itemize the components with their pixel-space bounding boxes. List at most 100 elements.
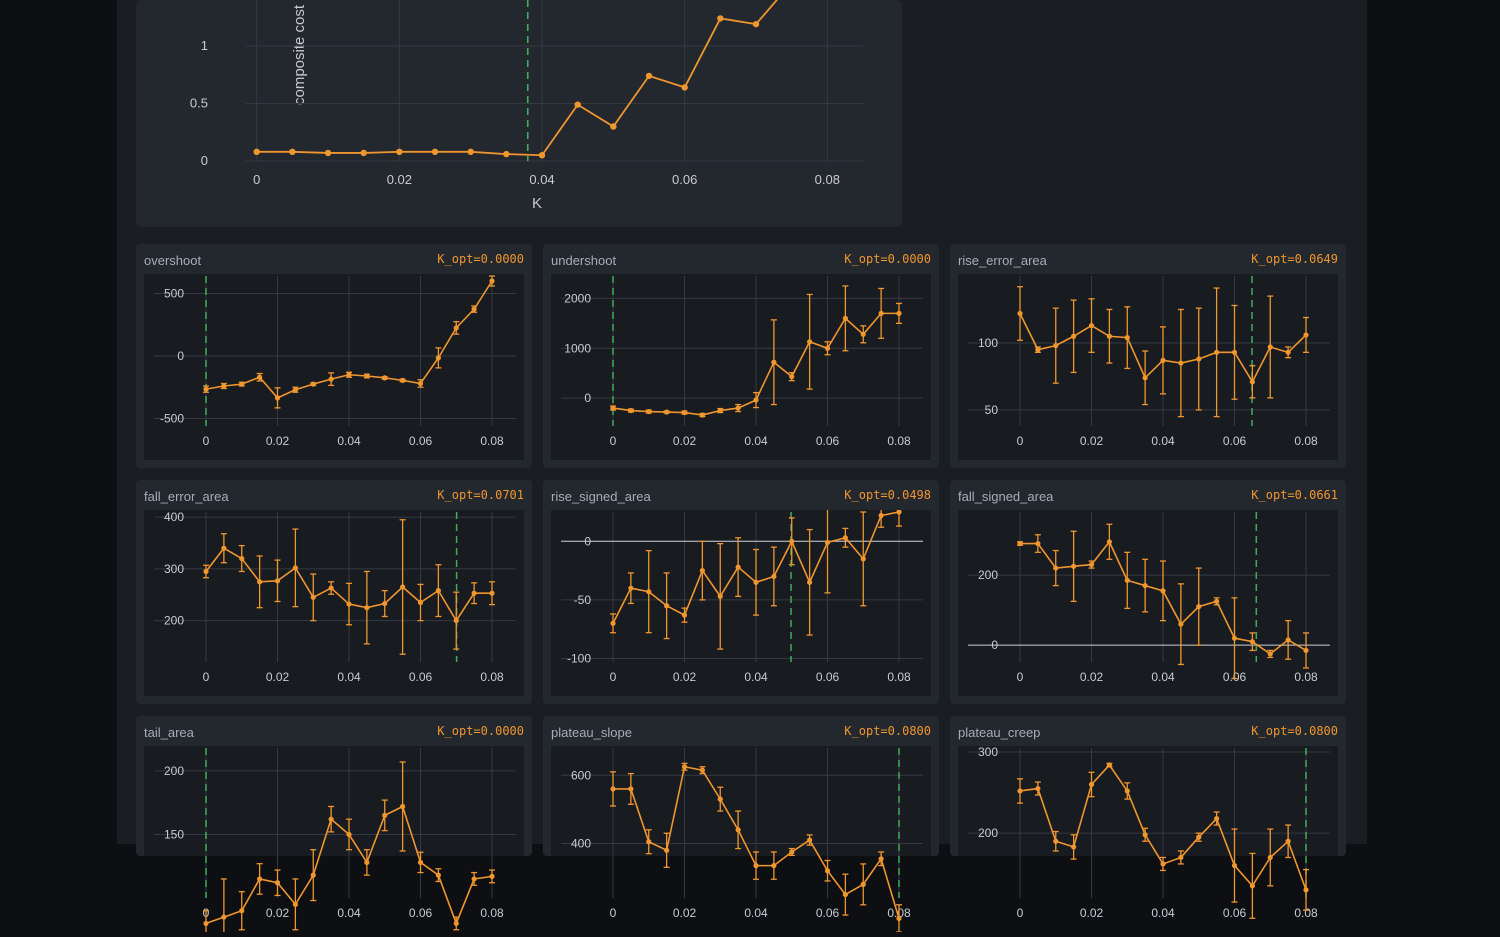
panel-data-point[interactable] bbox=[1303, 332, 1309, 338]
panel-data-point[interactable] bbox=[1124, 577, 1130, 583]
panel-data-point[interactable] bbox=[328, 816, 334, 822]
panel-data-point[interactable] bbox=[221, 383, 227, 389]
panel-data-point[interactable] bbox=[771, 359, 777, 365]
panel-data-point[interactable] bbox=[1088, 322, 1095, 329]
panel-data-point[interactable] bbox=[382, 375, 388, 381]
panel-data-point[interactable] bbox=[471, 876, 477, 882]
panel-data-point[interactable] bbox=[896, 310, 902, 316]
panel-data-point[interactable] bbox=[203, 568, 209, 575]
panel-data-point[interactable] bbox=[1285, 838, 1291, 844]
panel-data-point[interactable] bbox=[1214, 815, 1220, 822]
main-data-point[interactable] bbox=[717, 15, 724, 22]
panel-data-point[interactable] bbox=[717, 407, 723, 414]
main-data-point[interactable] bbox=[503, 150, 510, 158]
panel-data-point[interactable] bbox=[274, 578, 281, 584]
panel-data-point[interactable] bbox=[292, 565, 298, 571]
panel-data-point[interactable] bbox=[1303, 647, 1309, 654]
panel-data-point[interactable] bbox=[789, 374, 795, 380]
panel-data-point[interactable] bbox=[1035, 347, 1041, 353]
panel-data-point[interactable] bbox=[1088, 561, 1095, 568]
panel-data-point[interactable] bbox=[1303, 887, 1309, 893]
panel-data-point[interactable] bbox=[364, 605, 370, 611]
panel-data-point[interactable] bbox=[896, 509, 902, 515]
panel-data-point[interactable] bbox=[896, 915, 902, 922]
panel-data-point[interactable] bbox=[681, 409, 688, 416]
panel-data-point[interactable] bbox=[1249, 883, 1255, 889]
panel-data-point[interactable] bbox=[1124, 788, 1130, 794]
panel-data-point[interactable] bbox=[1267, 344, 1273, 350]
panel-data-point[interactable] bbox=[400, 803, 406, 810]
panel-data-point[interactable] bbox=[842, 535, 848, 541]
panel-data-point[interactable] bbox=[435, 355, 441, 361]
panel-data-point[interactable] bbox=[1035, 540, 1041, 547]
panel-data-point[interactable] bbox=[771, 863, 777, 869]
main-data-point[interactable] bbox=[360, 149, 367, 157]
panel-data-point[interactable] bbox=[221, 914, 227, 920]
panel-data-point[interactable] bbox=[771, 573, 777, 580]
panel-data-point[interactable] bbox=[628, 407, 634, 414]
panel-data-point[interactable] bbox=[435, 588, 441, 594]
panel-data-point[interactable] bbox=[1196, 356, 1202, 362]
panel-data-point[interactable] bbox=[1142, 832, 1148, 838]
panel-data-point[interactable] bbox=[453, 920, 459, 927]
panel-data-point[interactable] bbox=[346, 831, 352, 838]
panel-data-point[interactable] bbox=[628, 585, 634, 591]
panel-data-point[interactable] bbox=[239, 555, 245, 562]
panel-data-point[interactable] bbox=[1160, 588, 1166, 594]
panel-data-point[interactable] bbox=[842, 891, 848, 898]
panel-data-point[interactable] bbox=[1267, 651, 1273, 657]
panel-data-point[interactable] bbox=[860, 881, 866, 887]
panel-data-point[interactable] bbox=[1178, 854, 1184, 861]
panel-data-point[interactable] bbox=[310, 381, 316, 387]
panel-data-point[interactable] bbox=[1285, 637, 1291, 643]
main-data-point[interactable] bbox=[431, 148, 439, 155]
panel-data-point[interactable] bbox=[646, 408, 652, 415]
panel-data-point[interactable] bbox=[1267, 854, 1273, 861]
panel-data-point[interactable] bbox=[646, 589, 652, 595]
panel-data-point[interactable] bbox=[1053, 565, 1059, 571]
panel-data-point[interactable] bbox=[735, 405, 741, 411]
panel-data-point[interactable] bbox=[1249, 379, 1255, 385]
panel-data-point[interactable] bbox=[400, 584, 406, 590]
panel-data-point[interactable] bbox=[1178, 621, 1184, 627]
panel-data-point[interactable] bbox=[628, 786, 634, 792]
panel-data-point[interactable] bbox=[1017, 310, 1023, 317]
panel-data-point[interactable] bbox=[789, 538, 795, 544]
main-data-point[interactable] bbox=[324, 149, 332, 157]
panel-data-point[interactable] bbox=[346, 601, 352, 607]
main-data-point[interactable] bbox=[538, 152, 546, 159]
panel-data-point[interactable] bbox=[878, 512, 884, 519]
panel-data-point[interactable] bbox=[400, 377, 406, 383]
main-data-point[interactable] bbox=[396, 148, 403, 155]
main-data-point[interactable] bbox=[574, 101, 581, 108]
panel-data-point[interactable] bbox=[681, 612, 688, 618]
panel-data-point[interactable] bbox=[717, 593, 723, 599]
panel-data-point[interactable] bbox=[417, 599, 424, 606]
panel-data-point[interactable] bbox=[1106, 762, 1112, 768]
main-data-point[interactable] bbox=[610, 123, 617, 130]
main-data-point[interactable] bbox=[289, 148, 296, 155]
panel-data-point[interactable] bbox=[789, 849, 795, 855]
panel-data-point[interactable] bbox=[860, 556, 866, 562]
panel-data-point[interactable] bbox=[1053, 343, 1059, 349]
panel-data-point[interactable] bbox=[221, 545, 227, 551]
panel-data-point[interactable] bbox=[1285, 349, 1291, 355]
panel-data-point[interactable] bbox=[1071, 333, 1077, 339]
main-data-point[interactable] bbox=[681, 84, 688, 91]
panel-data-point[interactable] bbox=[1178, 360, 1184, 366]
panel-data-point[interactable] bbox=[807, 339, 813, 345]
panel-data-point[interactable] bbox=[1160, 861, 1166, 867]
panel-data-point[interactable] bbox=[878, 310, 884, 316]
panel-data-point[interactable] bbox=[257, 579, 263, 585]
panel-data-point[interactable] bbox=[203, 386, 209, 392]
panel-data-point[interactable] bbox=[664, 409, 670, 415]
main-data-point[interactable] bbox=[752, 20, 760, 28]
panel-data-point[interactable] bbox=[664, 603, 670, 609]
panel-data-point[interactable] bbox=[489, 590, 495, 596]
panel-data-point[interactable] bbox=[239, 908, 245, 914]
panel-data-point[interactable] bbox=[203, 920, 209, 927]
panel-data-point[interactable] bbox=[807, 579, 813, 585]
panel-data-point[interactable] bbox=[1142, 582, 1148, 589]
panel-data-point[interactable] bbox=[292, 387, 298, 393]
panel-data-point[interactable] bbox=[753, 863, 759, 869]
